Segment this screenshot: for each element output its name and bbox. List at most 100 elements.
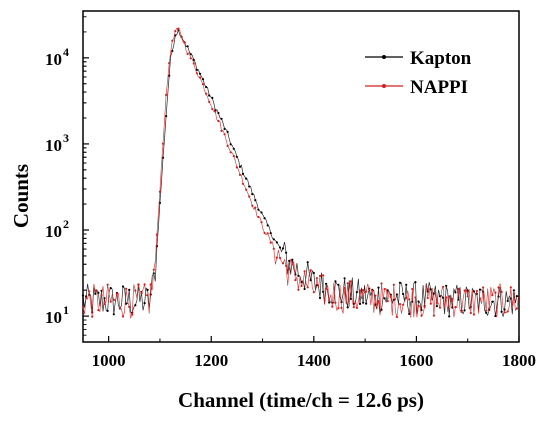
data-point	[254, 199, 257, 202]
data-point	[463, 309, 466, 312]
data-point	[226, 144, 229, 147]
data-point	[303, 270, 306, 273]
data-point	[177, 27, 180, 30]
data-point	[343, 286, 346, 290]
data-point	[389, 295, 392, 298]
data-point	[328, 299, 331, 302]
data-point	[106, 309, 109, 312]
data-point	[334, 301, 337, 304]
data-point	[346, 282, 349, 285]
data-point	[386, 289, 389, 292]
data-point	[395, 293, 398, 296]
data-point	[352, 306, 355, 309]
data-point	[355, 291, 358, 294]
data-point	[158, 190, 161, 193]
data-point	[377, 300, 380, 303]
data-point	[238, 165, 242, 168]
data-point	[115, 292, 118, 296]
legend: Kapton NAPPI	[365, 48, 472, 98]
data-point	[205, 85, 208, 89]
data-point	[229, 143, 232, 146]
data-point	[192, 58, 195, 62]
data-point	[272, 247, 275, 250]
data-point	[294, 279, 297, 282]
data-point	[306, 286, 309, 289]
data-point	[201, 78, 205, 81]
legend-item-kapton: Kapton	[365, 48, 472, 69]
data-point	[405, 283, 408, 286]
y-tick-label: 10	[45, 136, 62, 155]
legend-marker-nappi	[382, 84, 386, 88]
data-point	[337, 283, 340, 286]
data-point	[429, 288, 432, 291]
data-point	[451, 298, 454, 301]
data-point	[463, 289, 466, 292]
data-point	[171, 39, 174, 42]
data-point	[220, 129, 223, 132]
data-point	[109, 300, 112, 303]
data-point	[371, 289, 374, 292]
data-point	[362, 301, 365, 304]
data-point	[180, 36, 183, 39]
data-point	[155, 233, 158, 236]
data-point	[211, 96, 214, 99]
data-point	[355, 306, 358, 309]
data-point	[398, 303, 402, 306]
data-point	[506, 310, 509, 313]
data-point	[281, 262, 285, 265]
data-point	[143, 283, 146, 286]
data-point	[291, 258, 294, 261]
data-point	[171, 49, 174, 53]
x-tick-label: 1000	[92, 351, 126, 370]
data-point	[472, 313, 475, 316]
data-point	[300, 284, 303, 288]
data-point	[251, 193, 254, 196]
data-point	[220, 117, 223, 120]
data-point	[81, 306, 85, 309]
data-point	[143, 302, 146, 305]
data-point	[186, 45, 189, 48]
data-point	[134, 304, 137, 307]
data-point	[109, 287, 112, 290]
data-point	[288, 267, 291, 270]
data-point	[208, 94, 211, 97]
y-tick-label: 10	[45, 308, 62, 327]
data-point	[312, 271, 315, 275]
data-point	[152, 268, 155, 271]
data-point	[312, 291, 315, 294]
data-point	[217, 119, 220, 123]
data-point	[238, 173, 242, 176]
y-tick-label-exponent: 2	[63, 217, 69, 231]
data-point	[241, 172, 245, 175]
data-point	[380, 308, 383, 311]
data-point	[186, 52, 189, 56]
data-layer	[81, 27, 519, 320]
data-point	[515, 307, 519, 310]
data-point	[245, 177, 248, 180]
data-point	[454, 306, 457, 309]
series-nappi	[81, 27, 519, 320]
data-point	[448, 295, 451, 298]
data-point	[482, 286, 485, 289]
data-point	[377, 286, 380, 289]
data-point	[275, 241, 278, 244]
data-point	[466, 289, 469, 292]
data-point	[125, 287, 128, 290]
data-point	[365, 290, 368, 293]
data-point	[374, 294, 377, 297]
data-point	[515, 295, 519, 298]
data-point	[438, 295, 442, 298]
data-point	[128, 288, 131, 291]
data-point	[235, 155, 238, 158]
data-point	[445, 296, 448, 299]
data-point	[97, 309, 100, 312]
data-point	[346, 306, 349, 309]
data-point	[309, 269, 312, 272]
data-point	[500, 310, 503, 313]
data-point	[408, 312, 411, 315]
x-tick-label: 1400	[297, 351, 331, 370]
data-point	[488, 307, 491, 310]
data-point	[328, 301, 331, 304]
data-point	[149, 283, 152, 286]
